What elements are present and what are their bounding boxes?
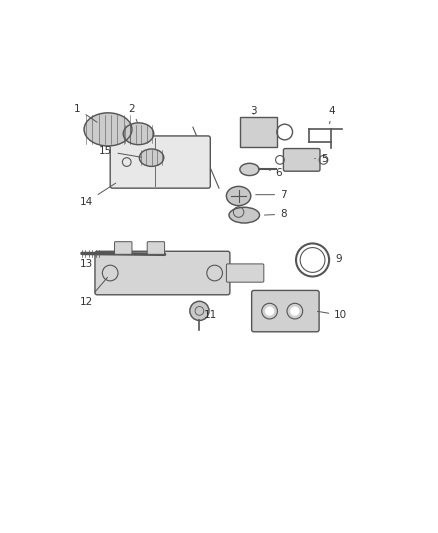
FancyBboxPatch shape: [110, 136, 210, 188]
Text: 10: 10: [318, 310, 347, 320]
Text: 2: 2: [129, 104, 138, 123]
Text: 5: 5: [315, 154, 328, 164]
Text: 7: 7: [256, 190, 287, 200]
Circle shape: [190, 301, 209, 320]
Text: 3: 3: [251, 106, 257, 116]
FancyBboxPatch shape: [95, 251, 230, 295]
Text: 12: 12: [80, 277, 107, 307]
FancyBboxPatch shape: [115, 241, 132, 254]
Ellipse shape: [123, 123, 154, 144]
FancyBboxPatch shape: [226, 264, 264, 282]
Text: 4: 4: [329, 106, 336, 124]
Text: 15: 15: [99, 146, 141, 157]
Ellipse shape: [226, 187, 251, 206]
Ellipse shape: [139, 149, 164, 166]
Text: 8: 8: [265, 209, 287, 219]
Ellipse shape: [229, 207, 259, 223]
Circle shape: [291, 307, 299, 315]
FancyBboxPatch shape: [252, 290, 319, 332]
Circle shape: [266, 307, 273, 315]
FancyBboxPatch shape: [240, 117, 277, 147]
Circle shape: [233, 207, 244, 217]
Ellipse shape: [240, 163, 259, 175]
Text: 13: 13: [80, 254, 97, 269]
Text: 11: 11: [204, 310, 217, 320]
FancyBboxPatch shape: [147, 241, 165, 254]
Text: 6: 6: [269, 168, 283, 178]
Text: 9: 9: [329, 254, 342, 264]
Text: 1: 1: [74, 104, 97, 122]
Ellipse shape: [84, 113, 132, 146]
FancyBboxPatch shape: [283, 149, 320, 171]
Text: 14: 14: [80, 183, 116, 207]
